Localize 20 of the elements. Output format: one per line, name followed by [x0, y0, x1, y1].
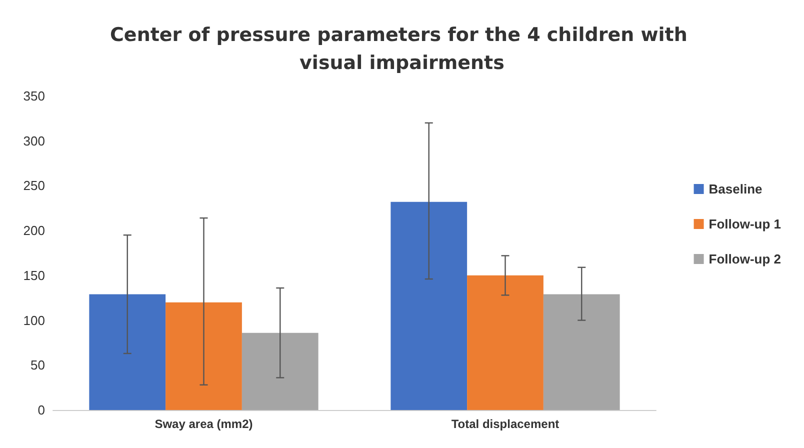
- legend-label: Follow-up 1: [708, 216, 782, 232]
- bar: [242, 332, 318, 410]
- y-tick-label: 350: [23, 88, 45, 104]
- bar: [390, 202, 468, 410]
- y-tick-label: 150: [23, 268, 45, 283]
- y-tick-label: 300: [23, 133, 45, 148]
- y-tick-label: 250: [23, 178, 45, 194]
- bar: [89, 294, 166, 410]
- legend-label: Follow-up 2: [708, 252, 782, 266]
- x-tick-label: Sway area (mm2): [154, 417, 253, 431]
- y-tick-label: 100: [23, 312, 45, 328]
- y-tick-label: 0: [38, 402, 45, 418]
- bar: [543, 294, 620, 410]
- legend-label: Baseline: [708, 182, 762, 196]
- bar: [467, 275, 544, 410]
- bar: [166, 302, 242, 410]
- y-tick-label: 50: [30, 358, 45, 373]
- x-tick-label: Total displacement: [451, 417, 560, 431]
- chart-title: Center of pressure parameters for the 4 children with visual impairments: [110, 24, 694, 74]
- y-tick-label: 200: [23, 223, 45, 238]
